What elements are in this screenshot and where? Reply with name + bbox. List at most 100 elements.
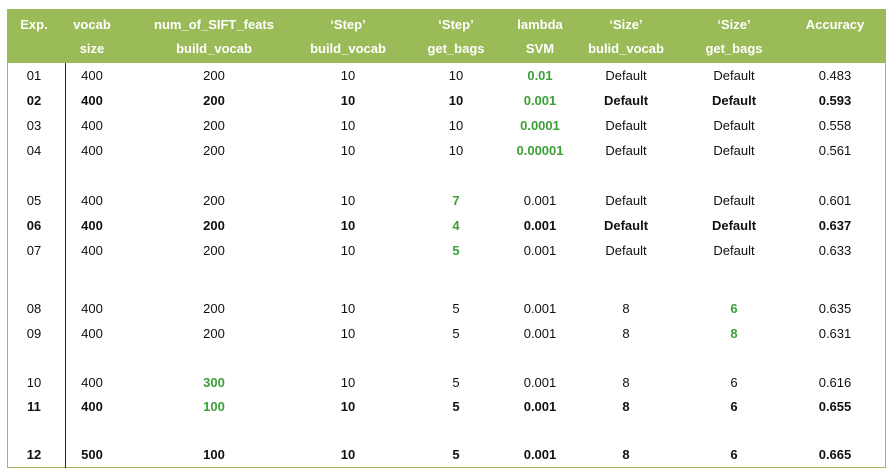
cell-row-04-exp: 04 bbox=[26, 143, 42, 158]
cell-row-09-vocab_size: 400 bbox=[81, 326, 103, 341]
cell-row-10-vocab_size: 400 bbox=[81, 375, 103, 390]
cell-row-09-size_get: 8 bbox=[730, 326, 738, 341]
cell-row-07-lambda: 0.001 bbox=[523, 243, 557, 258]
cell-row-10-size_get: 6 bbox=[730, 375, 738, 390]
header-size_get-line2: get_bags bbox=[705, 41, 763, 56]
cell-row-11-size_get: 6 bbox=[730, 399, 738, 414]
cell-row-10-num_sift: 300 bbox=[203, 375, 225, 390]
cell-row-01-step_get: 10 bbox=[448, 68, 464, 83]
column-divider bbox=[65, 63, 66, 468]
header-size_get-line1: ‘Size’ bbox=[717, 17, 751, 32]
cell-row-06-step_build: 10 bbox=[340, 218, 356, 233]
cell-row-07-accuracy: 0.633 bbox=[818, 243, 852, 258]
header-num_sift-line2: build_vocab bbox=[176, 41, 252, 56]
cell-row-10-accuracy: 0.616 bbox=[818, 375, 852, 390]
cell-row-01-accuracy: 0.483 bbox=[818, 68, 852, 83]
cell-row-10-step_get: 5 bbox=[452, 375, 460, 390]
cell-row-08-size_get: 6 bbox=[730, 301, 738, 316]
cell-row-09-step_get: 5 bbox=[452, 326, 460, 341]
cell-row-11-step_get: 5 bbox=[452, 399, 460, 414]
cell-row-11-vocab_size: 400 bbox=[81, 399, 103, 414]
header-accuracy-line1: Accuracy bbox=[805, 17, 865, 32]
cell-row-05-lambda: 0.001 bbox=[523, 193, 557, 208]
cell-row-12-lambda: 0.001 bbox=[523, 447, 557, 462]
cell-row-05-size_get: Default bbox=[713, 193, 755, 208]
header-step_build-line1: ‘Step’ bbox=[330, 17, 366, 32]
cell-row-09-num_sift: 200 bbox=[203, 326, 225, 341]
cell-row-04-size_get: Default bbox=[713, 143, 755, 158]
cell-row-06-size_get: Default bbox=[711, 218, 757, 233]
cell-row-05-step_get: 7 bbox=[452, 193, 460, 208]
cell-row-07-step_build: 10 bbox=[340, 243, 356, 258]
cell-row-08-step_get: 5 bbox=[452, 301, 460, 316]
header-size_build-line1: ‘Size’ bbox=[609, 17, 643, 32]
cell-row-09-step_build: 10 bbox=[340, 326, 356, 341]
header-step_get-line1: ‘Step’ bbox=[438, 17, 474, 32]
cell-row-08-size_build: 8 bbox=[622, 301, 630, 316]
cell-row-05-vocab_size: 400 bbox=[81, 193, 103, 208]
cell-row-12-size_build: 8 bbox=[622, 447, 630, 462]
cell-row-04-lambda: 0.00001 bbox=[516, 143, 564, 158]
cell-row-12-step_build: 10 bbox=[340, 447, 356, 462]
cell-row-03-step_build: 10 bbox=[340, 118, 356, 133]
header-lambda-line1: lambda bbox=[517, 17, 563, 32]
cell-row-11-size_build: 8 bbox=[622, 399, 630, 414]
cell-row-02-step_get: 10 bbox=[448, 93, 464, 108]
cell-row-03-step_get: 10 bbox=[448, 118, 464, 133]
cell-row-08-lambda: 0.001 bbox=[523, 301, 557, 316]
cell-row-01-step_build: 10 bbox=[340, 68, 356, 83]
cell-row-07-size_build: Default bbox=[605, 243, 647, 258]
cell-row-10-size_build: 8 bbox=[622, 375, 630, 390]
cell-row-06-accuracy: 0.637 bbox=[818, 218, 852, 233]
cell-row-10-lambda: 0.001 bbox=[523, 375, 557, 390]
header-vocab_size-line1: vocab bbox=[73, 17, 111, 32]
cell-row-08-exp: 08 bbox=[26, 301, 42, 316]
cell-row-01-size_get: Default bbox=[713, 68, 755, 83]
cell-row-11-step_build: 10 bbox=[340, 399, 356, 414]
cell-row-07-num_sift: 200 bbox=[203, 243, 225, 258]
cell-row-01-lambda: 0.01 bbox=[527, 68, 553, 83]
cell-row-11-lambda: 0.001 bbox=[523, 399, 557, 414]
cell-row-04-num_sift: 200 bbox=[203, 143, 225, 158]
cell-row-10-exp: 10 bbox=[26, 375, 42, 390]
cell-row-09-exp: 09 bbox=[26, 326, 42, 341]
header-step_build-line2: build_vocab bbox=[310, 41, 386, 56]
header-exp-line1: Exp. bbox=[20, 17, 48, 32]
cell-row-11-num_sift: 100 bbox=[203, 399, 225, 414]
cell-row-07-step_get: 5 bbox=[452, 243, 460, 258]
cell-row-07-size_get: Default bbox=[713, 243, 755, 258]
header-num_sift-line1: num_of_SIFT_feats bbox=[154, 17, 274, 32]
header-size_build-line2: bulid_vocab bbox=[588, 41, 664, 56]
cell-row-04-step_get: 10 bbox=[448, 143, 464, 158]
cell-row-03-num_sift: 200 bbox=[203, 118, 225, 133]
cell-row-04-size_build: Default bbox=[605, 143, 647, 158]
header-lambda-line2: SVM bbox=[525, 41, 555, 56]
cell-row-08-accuracy: 0.635 bbox=[818, 301, 852, 316]
cell-row-05-size_build: Default bbox=[605, 193, 647, 208]
cell-row-02-size_build: Default bbox=[603, 93, 649, 108]
cell-row-03-accuracy: 0.558 bbox=[818, 118, 852, 133]
cell-row-04-accuracy: 0.561 bbox=[818, 143, 852, 158]
cell-row-01-num_sift: 200 bbox=[203, 68, 225, 83]
cell-row-11-exp: 11 bbox=[27, 399, 41, 414]
cell-row-12-size_get: 6 bbox=[730, 447, 738, 462]
cell-row-02-lambda: 0.001 bbox=[523, 93, 557, 108]
cell-row-03-size_build: Default bbox=[605, 118, 647, 133]
cell-row-02-accuracy: 0.593 bbox=[818, 93, 852, 108]
cell-row-08-step_build: 10 bbox=[340, 301, 356, 316]
cell-row-12-accuracy: 0.665 bbox=[818, 447, 852, 462]
cell-row-02-num_sift: 200 bbox=[203, 93, 225, 108]
cell-row-06-vocab_size: 400 bbox=[81, 218, 103, 233]
cell-row-04-step_build: 10 bbox=[340, 143, 356, 158]
cell-row-10-step_build: 10 bbox=[340, 375, 356, 390]
cell-row-01-exp: 01 bbox=[26, 68, 42, 83]
cell-row-05-accuracy: 0.601 bbox=[818, 193, 852, 208]
cell-row-03-exp: 03 bbox=[26, 118, 42, 133]
cell-row-08-num_sift: 200 bbox=[203, 301, 225, 316]
cell-row-02-size_get: Default bbox=[711, 93, 757, 108]
cell-row-06-step_get: 4 bbox=[452, 218, 460, 233]
cell-row-07-vocab_size: 400 bbox=[81, 243, 103, 258]
cell-row-03-size_get: Default bbox=[713, 118, 755, 133]
cell-row-04-vocab_size: 400 bbox=[81, 143, 103, 158]
cell-row-02-vocab_size: 400 bbox=[81, 93, 103, 108]
